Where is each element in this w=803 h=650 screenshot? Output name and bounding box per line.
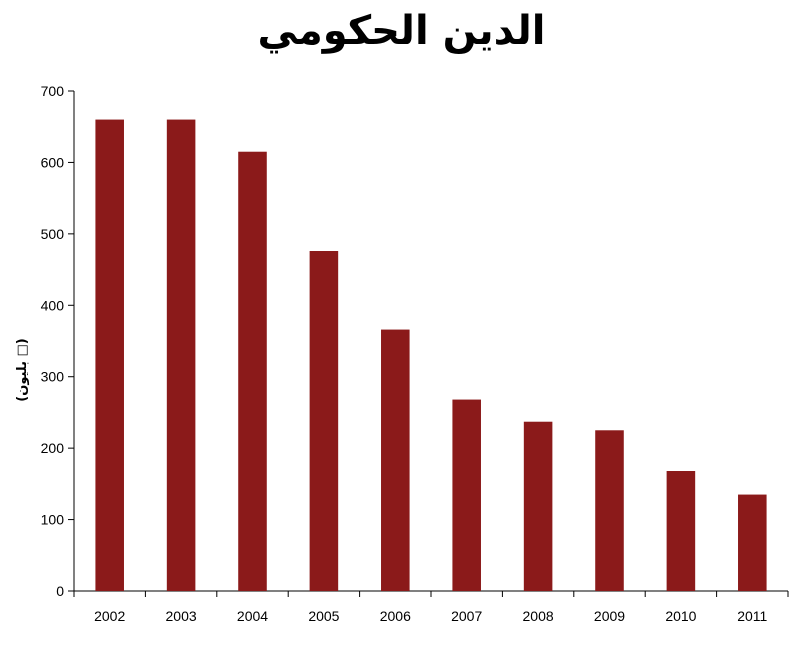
bar-2004 bbox=[238, 151, 267, 591]
y-tick-label: 300 bbox=[41, 369, 65, 385]
bar-2006 bbox=[381, 329, 410, 591]
bar-2007 bbox=[452, 399, 481, 591]
y-tick-label: 400 bbox=[41, 297, 65, 313]
y-tick-label: 600 bbox=[41, 154, 65, 170]
bar-2010 bbox=[666, 471, 696, 591]
x-tick-label: 2011 bbox=[737, 608, 767, 624]
bars bbox=[95, 119, 767, 592]
x-axis: 2002 2003 2004 2005 2006 2007 2008 2009 2010 2011 bbox=[73, 590, 789, 624]
x-tick-label: 2005 bbox=[308, 608, 339, 624]
bar-2002 bbox=[95, 119, 124, 592]
x-tick-label: 2008 bbox=[523, 608, 554, 624]
y-axis-label: (بليون □) bbox=[15, 338, 30, 401]
x-tick-label: 2002 bbox=[94, 608, 125, 624]
bar-2003 bbox=[166, 119, 196, 592]
x-tick-label: 2010 bbox=[665, 608, 696, 624]
y-tick-label: 100 bbox=[41, 512, 65, 528]
x-tick-label: 2003 bbox=[166, 608, 197, 624]
y-tick-label: 700 bbox=[41, 83, 65, 99]
x-tick-label: 2009 bbox=[594, 608, 625, 624]
x-tick-label: 2006 bbox=[380, 608, 411, 624]
bar-2005 bbox=[309, 251, 339, 591]
y-tick-label: 500 bbox=[41, 226, 65, 242]
x-tick-label: 2007 bbox=[451, 608, 482, 624]
chart-title: الدين الحكومي bbox=[257, 8, 546, 54]
bar-2011 bbox=[738, 494, 767, 591]
x-tick-label: 2004 bbox=[237, 608, 268, 624]
bar-2008 bbox=[523, 421, 553, 591]
y-axis: 0 100 200 300 400 500 600 700 bbox=[41, 83, 75, 599]
y-tick-label: 200 bbox=[41, 440, 65, 456]
y-tick-label: 0 bbox=[56, 583, 64, 599]
bar-2009 bbox=[595, 430, 624, 591]
